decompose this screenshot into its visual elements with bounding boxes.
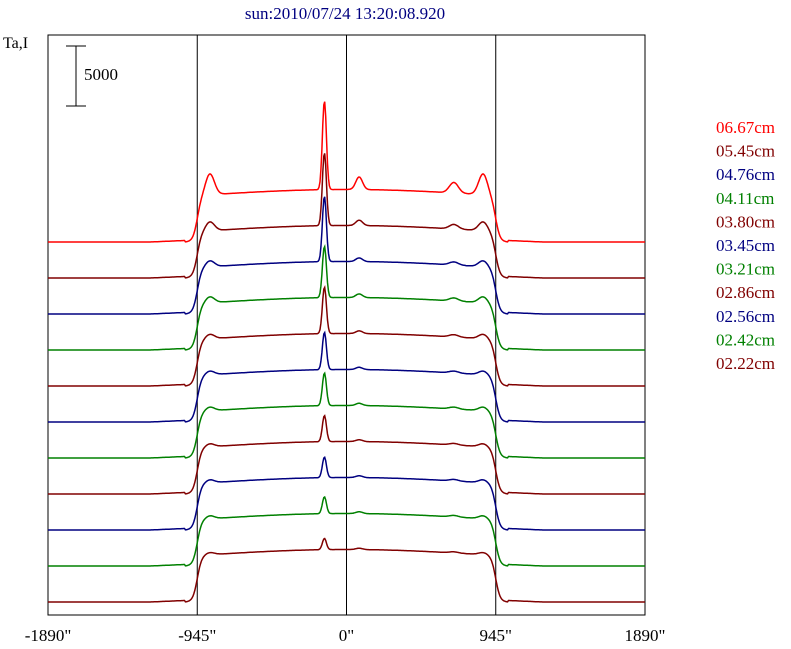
series-line-02.86cm (48, 414, 645, 495)
series-line-03.21cm (48, 371, 645, 459)
scale-bar-label: 5000 (84, 65, 118, 84)
legend-entry: 03.45cm (716, 236, 775, 255)
x-tick-label: -1890" (25, 626, 72, 645)
scale-bar: 5000 (66, 45, 118, 107)
legend: 06.67cm 05.45cm 04.76cm 04.11cm 03.80cm 03.45… (716, 118, 775, 373)
x-tick-label: 0" (339, 626, 354, 645)
x-tick-label: -945" (178, 626, 216, 645)
legend-entry: 04.11cm (716, 189, 774, 208)
series-layer (48, 101, 645, 603)
series-line-03.80cm (48, 284, 645, 387)
series-line-02.22cm (48, 537, 645, 603)
x-tick-labels: -1890" -945" 0" 945" 1890" (25, 626, 666, 645)
y-axis-label: Ta,I (3, 35, 28, 52)
legend-entry: 03.80cm (716, 212, 775, 231)
series-line-02.56cm (48, 456, 645, 531)
legend-entry: 03.21cm (716, 260, 775, 279)
series-line-06.67cm (48, 101, 645, 243)
series-line-05.45cm (48, 153, 645, 279)
x-tick-label: 945" (480, 626, 512, 645)
legend-entry: 04.76cm (716, 165, 775, 184)
series-line-04.76cm (48, 196, 645, 315)
legend-entry: 05.45cm (716, 142, 775, 161)
legend-entry: 02.42cm (716, 330, 775, 349)
legend-entry: 02.56cm (716, 307, 775, 326)
series-line-03.45cm (48, 330, 645, 423)
legend-entry: 02.22cm (716, 354, 775, 373)
x-tick-label: 1890" (625, 626, 666, 645)
legend-entry: 06.67cm (716, 118, 775, 137)
series-line-02.42cm (48, 495, 645, 567)
vertical-reference-lines (196, 35, 497, 615)
legend-entry: 02.86cm (716, 283, 775, 302)
series-line-04.11cm (48, 244, 645, 351)
chart-title: sun:2010/07/24 13:20:08.920 (245, 4, 445, 23)
